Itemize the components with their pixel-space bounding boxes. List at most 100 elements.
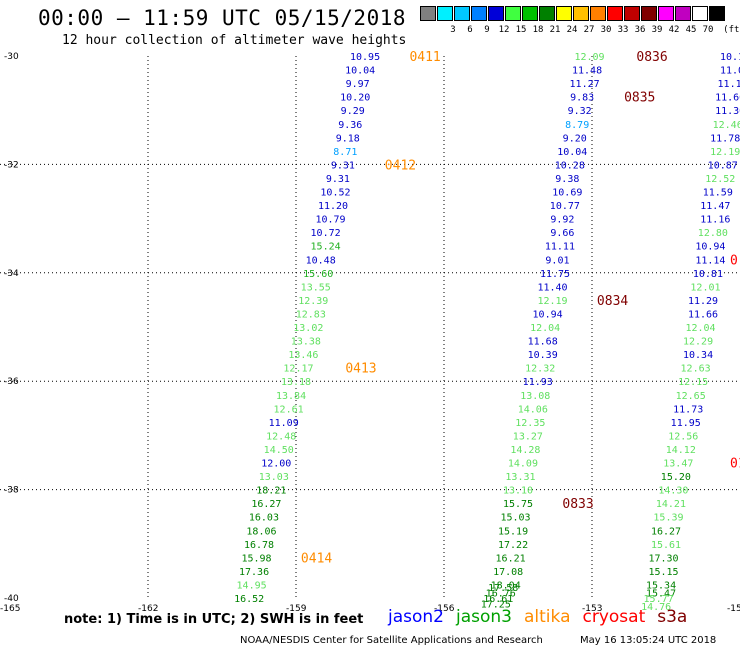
pass-time-label: 0411 xyxy=(409,50,440,65)
legend-swatch xyxy=(590,6,606,21)
wave-height-value: 12.63 xyxy=(681,364,711,375)
legend-label: 42 xyxy=(668,25,680,35)
wave-height-value: 15.15 xyxy=(648,567,678,578)
wave-height-value: 12.46 xyxy=(713,120,740,131)
wave-height-value: 11.11 xyxy=(545,242,575,253)
wave-height-value: 10.94 xyxy=(695,242,725,253)
wave-height-value: 9.20 xyxy=(563,133,587,144)
wave-height-value: 11.73 xyxy=(673,404,703,415)
wave-height-value: 18.21 xyxy=(256,486,286,497)
wave-height-value: 12.15 xyxy=(678,377,708,388)
wave-height-value: 10.20 xyxy=(340,93,370,104)
wave-height-value: 11.93 xyxy=(523,377,553,388)
pass-time-label: 0414 xyxy=(301,551,332,566)
wave-height-value: 17.25 xyxy=(481,599,511,610)
wave-height-value: 18.06 xyxy=(246,526,276,537)
legend-label: 39 xyxy=(651,25,663,35)
wave-height-value: 10.34 xyxy=(683,350,713,361)
wave-height-value: 12.56 xyxy=(668,431,698,442)
satellite-legend-jason2: jason2 xyxy=(388,607,444,627)
wave-height-value: 12.80 xyxy=(698,228,728,239)
wave-height-value: 13.18 xyxy=(281,377,311,388)
wave-height-value: 14.09 xyxy=(508,459,538,470)
legend-swatch xyxy=(624,6,640,21)
pass-time-label: 0834 xyxy=(597,294,628,309)
wave-height-value: 11.68 xyxy=(528,337,558,348)
wave-height-value: 12.65 xyxy=(676,391,706,402)
legend-swatch xyxy=(573,6,589,21)
wave-height-value: 10.69 xyxy=(552,188,582,199)
credit-text: NOAA/NESDIS Center for Satellite Applica… xyxy=(240,635,543,646)
wave-height-value: 12.17 xyxy=(283,364,313,375)
legend-swatch xyxy=(437,6,453,21)
wave-height-value: 10.81 xyxy=(693,269,723,280)
wave-height-value: 9.36 xyxy=(338,120,362,131)
legend-label: 30 xyxy=(600,25,612,35)
wave-height-value: 9.32 xyxy=(568,106,592,117)
legend-swatch xyxy=(641,6,657,21)
wave-height-value: 17.30 xyxy=(648,553,678,564)
wave-height-value: 10.77 xyxy=(550,201,580,212)
wave-height-value: 9.97 xyxy=(346,79,370,90)
lon-tick-label: -162 xyxy=(138,604,158,614)
pass-time-label: 0 xyxy=(730,253,738,268)
wave-height-value: 13.55 xyxy=(301,282,331,293)
wave-height-value: 13.03 xyxy=(259,472,289,483)
wave-height-value: 11.59 xyxy=(703,188,733,199)
wave-height-value: 17.58 xyxy=(488,583,518,594)
pass-time-label: 0412 xyxy=(385,158,416,173)
wave-height-value: 15.19 xyxy=(498,526,528,537)
wave-height-value: 16.76 xyxy=(486,589,516,600)
wave-height-value: 13.84 xyxy=(276,391,306,402)
wave-height-value: 15.34 xyxy=(646,580,676,591)
legend-unit-label: (ft) xyxy=(723,25,740,35)
wave-height-value: 12.19 xyxy=(537,296,567,307)
wave-height-value: 12.83 xyxy=(296,309,326,320)
wave-height-value: 13.27 xyxy=(513,431,543,442)
wave-height-value: 9.31 xyxy=(326,174,350,185)
wave-height-value: 15.39 xyxy=(653,513,683,524)
wave-height-value: 13.47 xyxy=(663,459,693,470)
wave-height-value: 9.31 xyxy=(331,160,355,171)
wave-height-value: 13.10 xyxy=(503,486,533,497)
wave-height-value: 9.38 xyxy=(555,174,579,185)
legend-label: 21 xyxy=(549,25,561,35)
wave-height-value: 18.04 xyxy=(491,580,521,591)
wave-height-value: 10.52 xyxy=(320,188,350,199)
wave-height-value: 12.61 xyxy=(274,404,304,415)
pass-time-label: 0413 xyxy=(345,362,376,377)
legend-label: 70 xyxy=(702,25,714,35)
wave-height-value: 12.00 xyxy=(261,459,291,470)
lat-tick-label: -32 xyxy=(4,160,19,170)
wave-height-value: 11.29 xyxy=(688,296,718,307)
legend-swatch xyxy=(454,6,470,21)
page-title: 00:00 – 11:59 UTC 05/15/2018 xyxy=(38,6,407,30)
wave-height-value: 15.47 xyxy=(646,589,676,600)
legend-swatch xyxy=(658,6,674,21)
wave-height-value: 14.30 xyxy=(658,486,688,497)
wave-height-value: 16.27 xyxy=(651,526,681,537)
wave-height-value: 17.22 xyxy=(498,540,528,551)
legend-label: 18 xyxy=(532,25,544,35)
legend-swatch xyxy=(505,6,521,21)
pass-time-label: 0835 xyxy=(624,91,655,106)
wave-height-value: 12.19 xyxy=(710,147,740,158)
wave-height-value: 15.61 xyxy=(651,540,681,551)
wave-height-value: 14.06 xyxy=(518,404,548,415)
wave-height-value: 13.46 xyxy=(288,350,318,361)
wave-height-value: 12.39 xyxy=(298,296,328,307)
wave-height-value: 11.66 xyxy=(688,309,718,320)
wave-height-value: 10.94 xyxy=(533,309,563,320)
wave-height-value: 11.40 xyxy=(537,282,567,293)
legend-label: 33 xyxy=(617,25,629,35)
wave-height-value: 11.09 xyxy=(269,418,299,429)
wave-height-value: 12.48 xyxy=(266,431,296,442)
satellite-legend-altika: altika xyxy=(524,607,571,627)
legend-swatch xyxy=(522,6,538,21)
legend-swatch xyxy=(488,6,504,21)
wave-height-value: 10.87 xyxy=(708,160,738,171)
legend-label: 9 xyxy=(484,25,490,35)
wave-height-value: 9.29 xyxy=(341,106,365,117)
wave-height-value: 17.08 xyxy=(493,567,523,578)
wave-height-value: 15.24 xyxy=(311,242,341,253)
